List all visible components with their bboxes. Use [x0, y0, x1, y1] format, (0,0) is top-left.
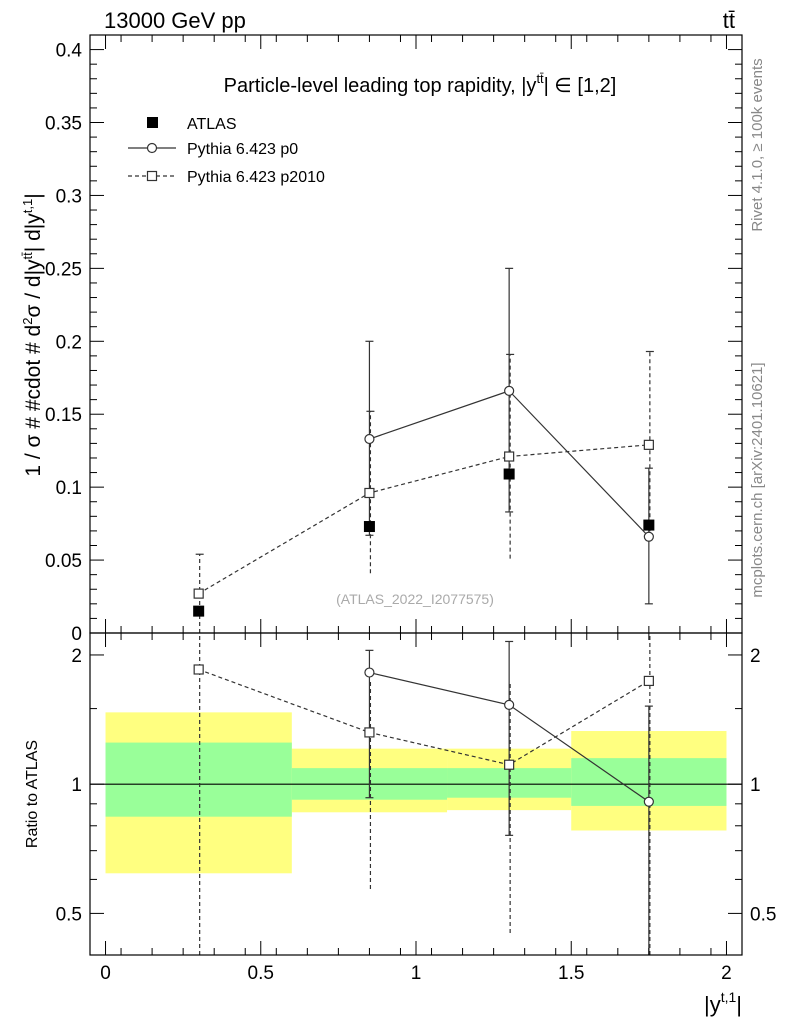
p0-point [643, 531, 654, 542]
main-axes: 0 0.05 0.1 0.15 0.2 0.25 0.3 0.35 0.4 [45, 35, 742, 645]
xlabel-end: | [736, 992, 742, 1017]
title-sup: tt̄ [536, 71, 544, 86]
ratio-p2010-point [193, 664, 204, 675]
ratio-xtick-label: 2 [721, 963, 732, 984]
atlas-point [503, 468, 515, 480]
ylabel-t1: t,1 [20, 199, 35, 213]
ratio-p0-point [643, 796, 654, 807]
ylabel-mid2: | d|y [22, 213, 45, 252]
ratio-xtick-label: 1.5 [558, 963, 584, 984]
ratio-xlabel: |yt,1| [704, 989, 742, 1017]
xlabel-sup: t,1 [721, 989, 737, 1005]
ratio-ytick-label: 2 [71, 646, 82, 667]
ratio-ytick-label: 1 [71, 775, 82, 796]
p0-point [364, 433, 375, 445]
ratio-ytick-label-right: 1 [750, 775, 761, 796]
ratio-ytick-label: 0.5 [56, 904, 82, 925]
legend-atlas-label: ATLAS [187, 116, 237, 133]
main-ytick-label: 0.3 [56, 186, 82, 207]
ratio-p2010-line [198, 668, 650, 766]
ratio-xtick-label: 0.5 [248, 963, 274, 984]
ratio-ylabel: Ratio to ATLAS [24, 740, 41, 848]
atlas-point [193, 605, 205, 617]
mcplots-label: mcplots.cern.ch [arXiv:2401.10621] [749, 362, 766, 597]
ratio-p0-point [504, 699, 515, 710]
legend-p0-marker [146, 142, 158, 154]
p2010-point [504, 451, 515, 462]
main-ylabel: 1 / σ # #cdot # d2σ / d|ytt̄| d|yt,1| [20, 193, 45, 476]
p2010-point [193, 588, 204, 599]
ylabel-main: 1 / σ # #cdot # d [22, 325, 45, 477]
ylabel-end: | [22, 193, 45, 198]
ratio-p2010-point [643, 675, 654, 687]
ratio-xtick-label: 0 [100, 963, 111, 984]
ratio-xtick-label: 1 [411, 963, 422, 984]
main-ytick-label: 0.35 [45, 114, 82, 135]
atlas-point [363, 521, 375, 533]
p2010-line [198, 444, 649, 595]
ratio-band-green [105, 742, 292, 817]
ylabel-mid: σ / d|y [22, 259, 45, 318]
legend-p2010-marker [146, 170, 158, 182]
main-ytick-label: 0.15 [45, 405, 82, 426]
xlabel-main: |y [704, 992, 721, 1017]
ratio-ytick-label-right: 0.5 [750, 904, 776, 925]
header-left: 13000 GeV pp [104, 8, 246, 33]
main-panel: 0 0.05 0.1 0.15 0.2 0.25 0.3 0.35 0.4 Particle-l… [20, 34, 743, 645]
ylabel-2: 2 [20, 318, 35, 325]
main-ytick-label: 0.4 [56, 41, 83, 62]
main-ytick-label: 0.2 [56, 332, 82, 353]
main-ytick-label: 0.05 [45, 551, 82, 572]
legend-p0-label: Pythia 6.423 p0 [187, 141, 298, 158]
main-ytick-label: 0.25 [45, 259, 82, 280]
legend: ATLAS Pythia 6.423 p0 Pythia 6.423 p2010 [128, 116, 325, 186]
rivet-label: Rivet 4.1.0, ≥ 100k events [749, 58, 766, 231]
title-main: Particle-level leading top rapidity, |y [224, 75, 537, 97]
ratio-panel: 0 0.5 1 1.5 2 0.5 0.5 1 1 2 2 Ratio to ATLAS |yt,1… [24, 632, 776, 1017]
legend-atlas-marker [147, 117, 158, 128]
p2010-point [364, 487, 375, 499]
ratio-p0-point [364, 667, 375, 678]
ratio-p2010-point [504, 759, 515, 770]
ratio-p2010-point [364, 727, 375, 738]
p2010-point [643, 439, 654, 450]
title-tail: | ∈ [1,2] [544, 75, 617, 97]
ratio-axes: 0 0.5 1 1.5 2 0.5 0.5 1 1 2 2 [56, 633, 776, 984]
header-right: tt̄ [723, 8, 735, 33]
watermark: (ATLAS_2022_I2077575) [336, 591, 494, 607]
ratio-bands [90, 712, 742, 874]
main-marks [193, 267, 655, 633]
ratio-marks [193, 633, 654, 955]
main-ytick-label: 0 [71, 624, 82, 645]
ylabel-tt: tt̄ [20, 252, 35, 260]
p0-point [504, 385, 515, 396]
main-ytick-label: 0.1 [56, 478, 82, 499]
main-title: Particle-level leading top rapidity, |yt… [224, 71, 617, 97]
atlas-point [643, 519, 655, 531]
ratio-ytick-label-right: 2 [750, 646, 761, 667]
legend-p2010-label: Pythia 6.423 p2010 [187, 169, 325, 186]
